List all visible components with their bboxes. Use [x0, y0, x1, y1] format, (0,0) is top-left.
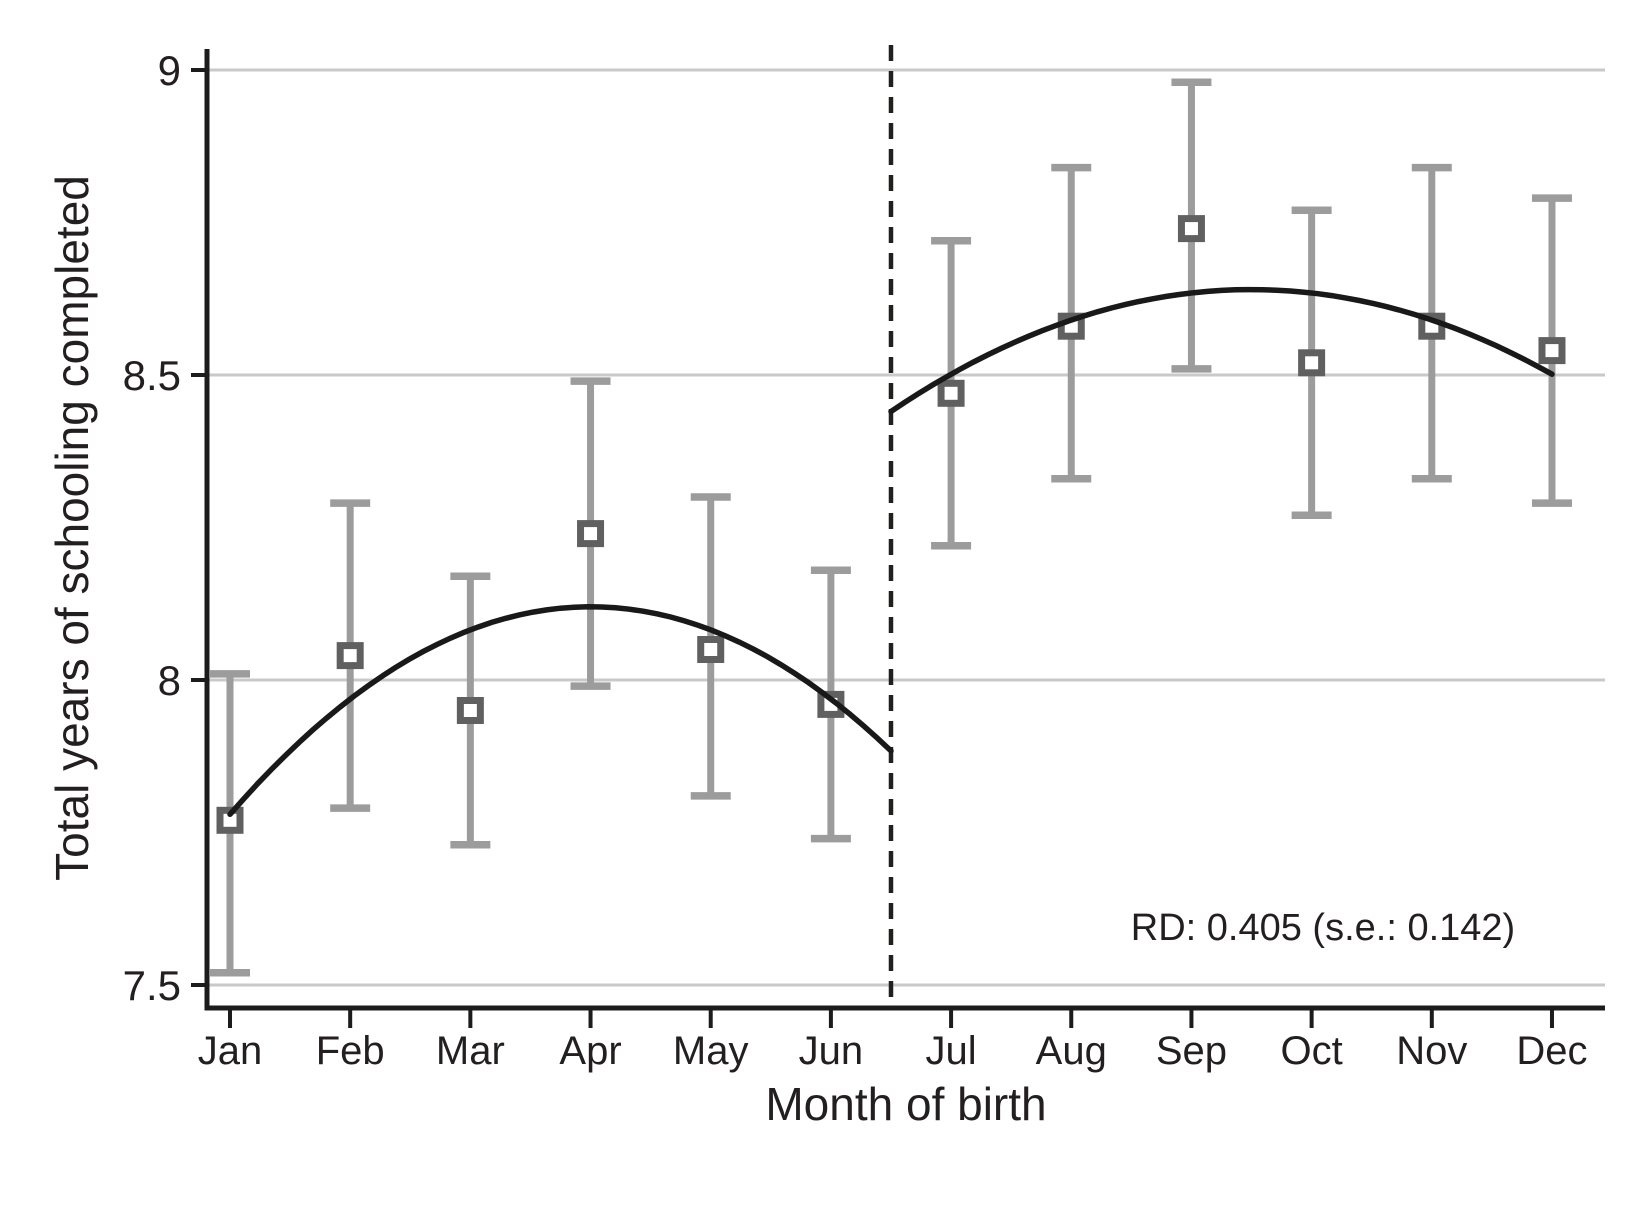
- x-tick-label-Jun: Jun: [799, 1029, 864, 1073]
- x-tick-label-Oct: Oct: [1281, 1029, 1343, 1073]
- marker-Feb: [336, 642, 364, 670]
- x-tick-label-Nov: Nov: [1396, 1029, 1467, 1073]
- y-axis-title: Total years of schooling completed: [46, 175, 98, 881]
- fit-curve-post-cutoff-quadratic: [888, 286, 1555, 415]
- marker-Oct: [1298, 349, 1326, 377]
- tick-labels-group: 7.5 8 8.5 9 Jan Feb Mar Apr May Jun Jul Aug Sep Oct No…: [123, 47, 1588, 1073]
- y-tick-label-9: 9: [158, 47, 181, 94]
- marker-Mar: [456, 697, 484, 724]
- y-tick-label-8: 8: [158, 657, 181, 704]
- fit-curves-group: [227, 286, 1555, 818]
- x-axis-title: Month of birth: [765, 1078, 1046, 1130]
- x-tick-label-Dec: Dec: [1516, 1029, 1587, 1073]
- markers-group: [216, 215, 1566, 834]
- marker-Jul: [937, 379, 965, 407]
- fit-curve-pre-cutoff-quadratic: [227, 604, 894, 818]
- x-tick-label-Aug: Aug: [1036, 1029, 1107, 1073]
- axes-group: [191, 49, 1605, 1028]
- x-tick-label-Feb: Feb: [316, 1029, 385, 1073]
- marker-Sep: [1177, 215, 1205, 243]
- x-tick-label-Apr: Apr: [559, 1029, 621, 1073]
- rd-annotation: RD: 0.405 (s.e.: 0.142): [1131, 907, 1515, 949]
- x-tick-label-May: May: [673, 1029, 749, 1073]
- marker-Apr: [577, 520, 605, 548]
- marker-Dec: [1538, 337, 1566, 365]
- gridlines-group: [207, 68, 1605, 987]
- x-tick-label-Jan: Jan: [198, 1029, 263, 1073]
- x-tick-label-Jul: Jul: [926, 1029, 977, 1073]
- y-tick-label-7.5: 7.5: [123, 962, 181, 1009]
- marker-May: [697, 636, 725, 663]
- x-tick-label-Sep: Sep: [1156, 1029, 1227, 1073]
- x-tick-label-Mar: Mar: [436, 1029, 505, 1073]
- y-tick-label-8.5: 8.5: [123, 352, 181, 399]
